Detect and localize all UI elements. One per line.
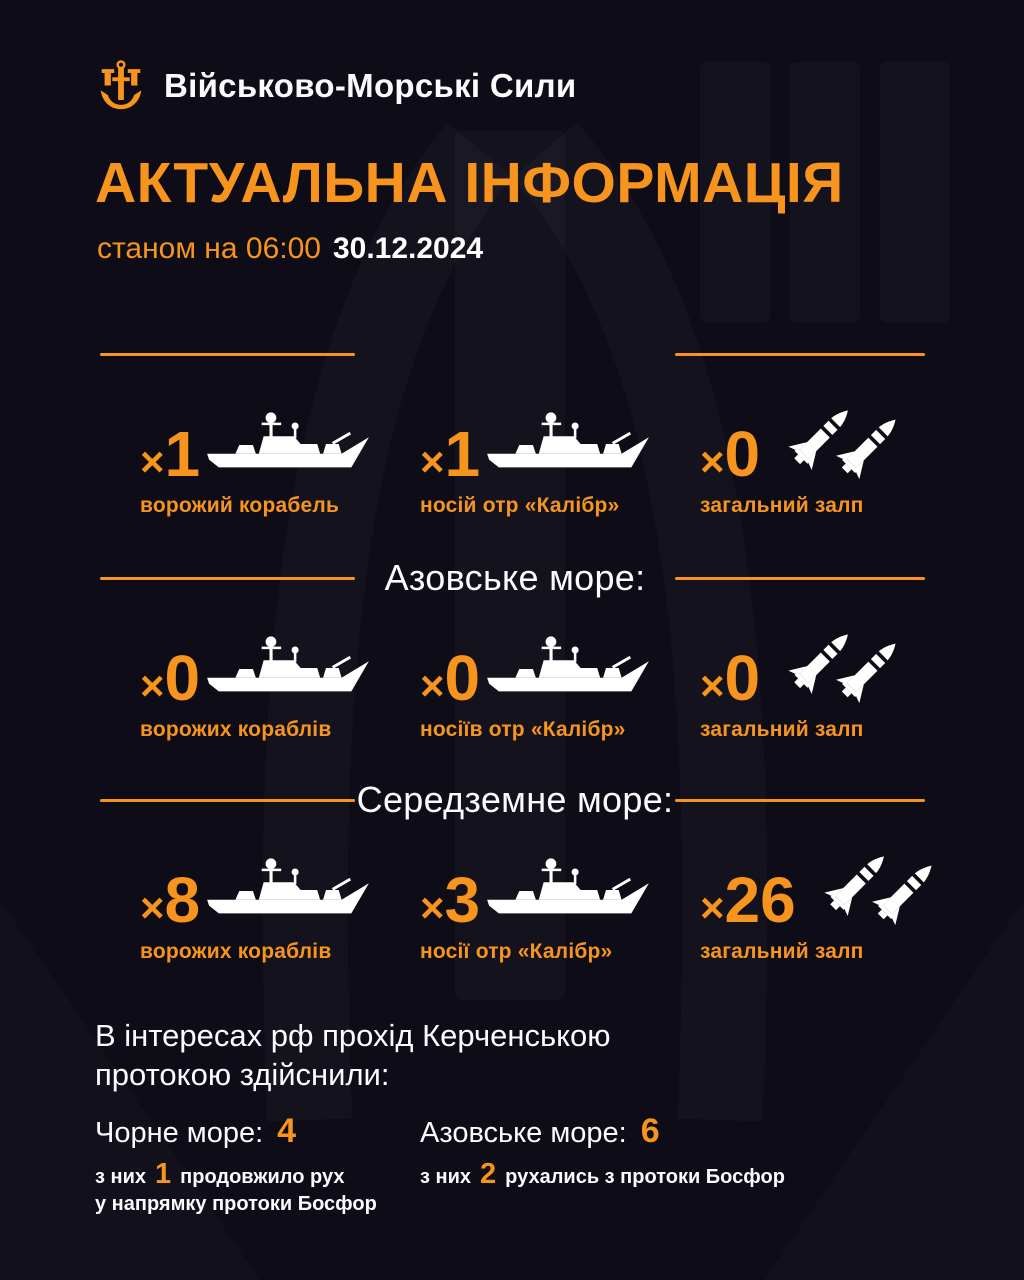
stat-enemy-ship: × 8 ворожих кораблів <box>140 844 420 964</box>
as-of-line: станом на 06:00 30.12.2024 <box>97 232 483 266</box>
warship-icon <box>204 854 372 930</box>
stat-kalibr-carrier: × 3 носії отр «Калібр» <box>420 844 700 964</box>
note-prefix: з них <box>420 1166 471 1188</box>
stat-label: ворожих кораблів <box>140 940 332 963</box>
org-name: Військово-Морські Сили <box>164 67 577 104</box>
note-prefix: з них <box>95 1166 146 1188</box>
divider-line <box>675 576 925 580</box>
stats-row-3: × 8 ворожих кораблів × 3 носії отр «Калібр… <box>0 844 1024 964</box>
stat-label: ворожих кораблів <box>140 718 332 741</box>
footer-intro-line1: В інтересах рф прохід Керченською <box>95 1018 611 1053</box>
footer-intro-line2: протокою здійснили: <box>95 1057 390 1093</box>
header: Військово-Морські Сили <box>98 58 576 114</box>
divider-line <box>675 352 925 356</box>
stat-label: носії отр «Калібр» <box>420 940 613 963</box>
stat-label: загальний залп <box>700 494 864 517</box>
sea-name: Чорне море: <box>95 1117 264 1149</box>
section-title: Азовське море: <box>384 557 646 598</box>
stat-kalibr-carrier: × 0 носіїв отр «Калібр» <box>420 622 700 742</box>
stat-salvo: × 0 загальний залп <box>700 622 980 742</box>
warship-icon <box>484 632 652 708</box>
divider-line <box>675 798 925 802</box>
section-head-3: Середземне море: <box>0 778 1024 822</box>
stat-kalibr-carrier: × 1 носій отр «Калібр» <box>420 398 700 518</box>
stat-count: × 8 <box>140 864 201 937</box>
stat-count: × 0 <box>140 642 201 715</box>
navy-emblem-icon <box>100 60 142 110</box>
section-head-1 <box>0 332 1024 376</box>
note-text: рухались з протоки Босфор <box>505 1166 785 1188</box>
missile-salvo-icon <box>770 380 908 488</box>
footer-intro: В інтересах рф прохід Керченською проток… <box>95 1016 611 1095</box>
stats-row-2: × 0 ворожих кораблів × 0 носіїв отр «Каліб… <box>0 622 1024 742</box>
sea-total: 6 <box>640 1112 660 1150</box>
divider-line <box>100 798 355 802</box>
stat-label: носій отр «Калібр» <box>420 494 620 517</box>
warship-icon <box>204 408 372 484</box>
note-value: 2 <box>480 1158 497 1190</box>
warship-icon <box>484 854 652 930</box>
stat-count: × 0 <box>700 418 761 491</box>
stat-count: × 1 <box>420 418 481 491</box>
sea-entry-azov-sea: Азовське море: 6 з них 2 рухались з прот… <box>420 1112 785 1193</box>
stat-count: × 26 <box>700 864 796 937</box>
stat-count: × 0 <box>420 642 481 715</box>
note-text: продовжило рух <box>180 1166 345 1188</box>
section-title: Середземне море: <box>356 779 674 820</box>
missile-salvo-icon <box>806 826 944 934</box>
page-title: АКТУАЛЬНА ІНФОРМАЦІЯ <box>95 151 844 215</box>
stat-count: × 3 <box>420 864 481 937</box>
divider-line <box>100 576 355 580</box>
stat-enemy-ship: × 1 ворожий корабель <box>140 398 420 518</box>
section-head-2: Азовське море: <box>0 556 1024 600</box>
stat-label: ворожий корабель <box>140 494 340 517</box>
date-value: 30.12.2024 <box>332 232 484 265</box>
note-line2: у напрямку протоки Босфор <box>95 1193 377 1215</box>
stat-salvo: × 26 загальний залп <box>700 844 980 964</box>
note-value: 1 <box>155 1158 172 1190</box>
divider-line <box>100 352 355 356</box>
sea-name: Азовське море: <box>420 1117 627 1149</box>
warship-icon <box>484 408 652 484</box>
stat-count: × 0 <box>700 642 761 715</box>
stat-salvo: × 0 загальний залп <box>700 398 980 518</box>
missile-salvo-icon <box>770 604 908 712</box>
stats-row-1: × 1 ворожий корабель × 1 носій отр «Калібр… <box>0 398 1024 518</box>
stat-label: загальний залп <box>700 940 864 963</box>
as-of-label: станом на 06:00 <box>97 232 321 265</box>
stat-count: × 1 <box>140 418 201 491</box>
stat-label: носіїв отр «Калібр» <box>420 718 626 741</box>
sea-entry-black-sea: Чорне море: 4 з них 1 продовжило рух у н… <box>95 1112 377 1216</box>
stat-enemy-ship: × 0 ворожих кораблів <box>140 622 420 742</box>
sea-total: 4 <box>277 1112 297 1150</box>
stat-label: загальний залп <box>700 718 864 741</box>
warship-icon <box>204 632 372 708</box>
